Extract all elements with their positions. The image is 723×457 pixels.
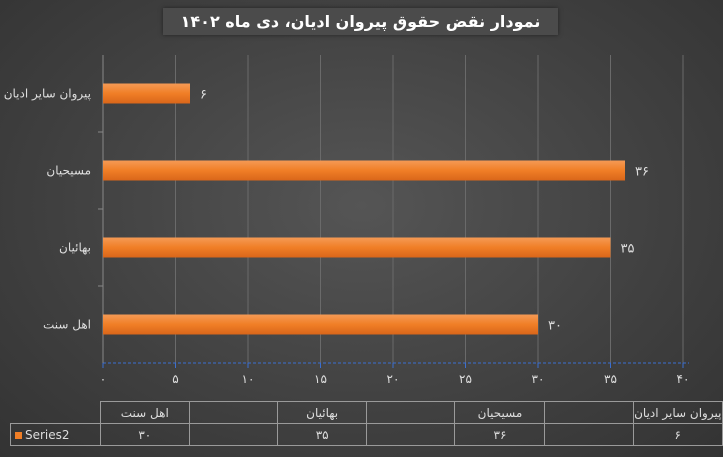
table-cell: ۳۰	[99, 423, 190, 446]
series-name: Series2	[25, 427, 70, 442]
table-cell: ۳۶	[454, 423, 546, 446]
table-cell: ۳۵	[276, 423, 368, 446]
x-tick-label: ۱۰	[242, 372, 255, 386]
y-tick-label: بهائیان	[59, 241, 91, 255]
bar	[103, 160, 625, 181]
data-table: اهل سنت بهائیان مسیحیان پیروان سایر ادیا…	[10, 401, 723, 446]
y-tick-label: اهل سنت	[43, 318, 91, 332]
x-tick-label: ۳۰	[532, 372, 545, 386]
y-tick-label: پیروان سایر ادیان	[4, 87, 91, 102]
table-header: مسیحیان	[454, 401, 546, 424]
table-header: پیروان سایر ادیان	[632, 401, 723, 424]
x-tick-label: ۲۰	[387, 372, 400, 386]
legend-entry: Series2	[10, 423, 101, 446]
table-cell: ۶	[632, 423, 723, 446]
table-header-row: اهل سنت بهائیان مسیحیان پیروان سایر ادیا…	[11, 401, 723, 424]
bar-chart: ۰ ۵ ۱۰ ۱۵ ۲۰ ۲۵ ۳۰ ۳۵ ۴۰ پیروان سایر ادیان ۶ مسیحیا…	[4, 55, 690, 386]
data-label: ۳۶	[635, 165, 649, 180]
x-tick-label: ۰	[100, 372, 106, 386]
x-tick-label: ۱۵	[314, 372, 327, 386]
y-tick-label: مسیحیان	[46, 164, 91, 178]
data-label: ۳۵	[621, 242, 635, 257]
x-tick-label: ۲۵	[459, 372, 472, 386]
legend-swatch	[15, 431, 22, 439]
x-tick-label: ۳۵	[604, 372, 617, 386]
chart-title: نمودار نقض حقوق پیروان ادیان، دی ماه ۱۴۰…	[163, 8, 558, 35]
data-label: ۶	[200, 88, 207, 103]
bar	[103, 314, 538, 335]
table-row: Series2 ۳۰ ۳۵ ۳۶ ۶	[10, 423, 723, 446]
bar	[103, 237, 611, 258]
table-header: اهل سنت	[99, 401, 190, 424]
table-header: بهائیان	[276, 401, 368, 424]
data-label: ۳۰	[548, 319, 562, 334]
bar	[103, 83, 190, 104]
x-tick-label: ۵	[172, 372, 178, 386]
x-tick-label: ۴۰	[677, 372, 690, 386]
